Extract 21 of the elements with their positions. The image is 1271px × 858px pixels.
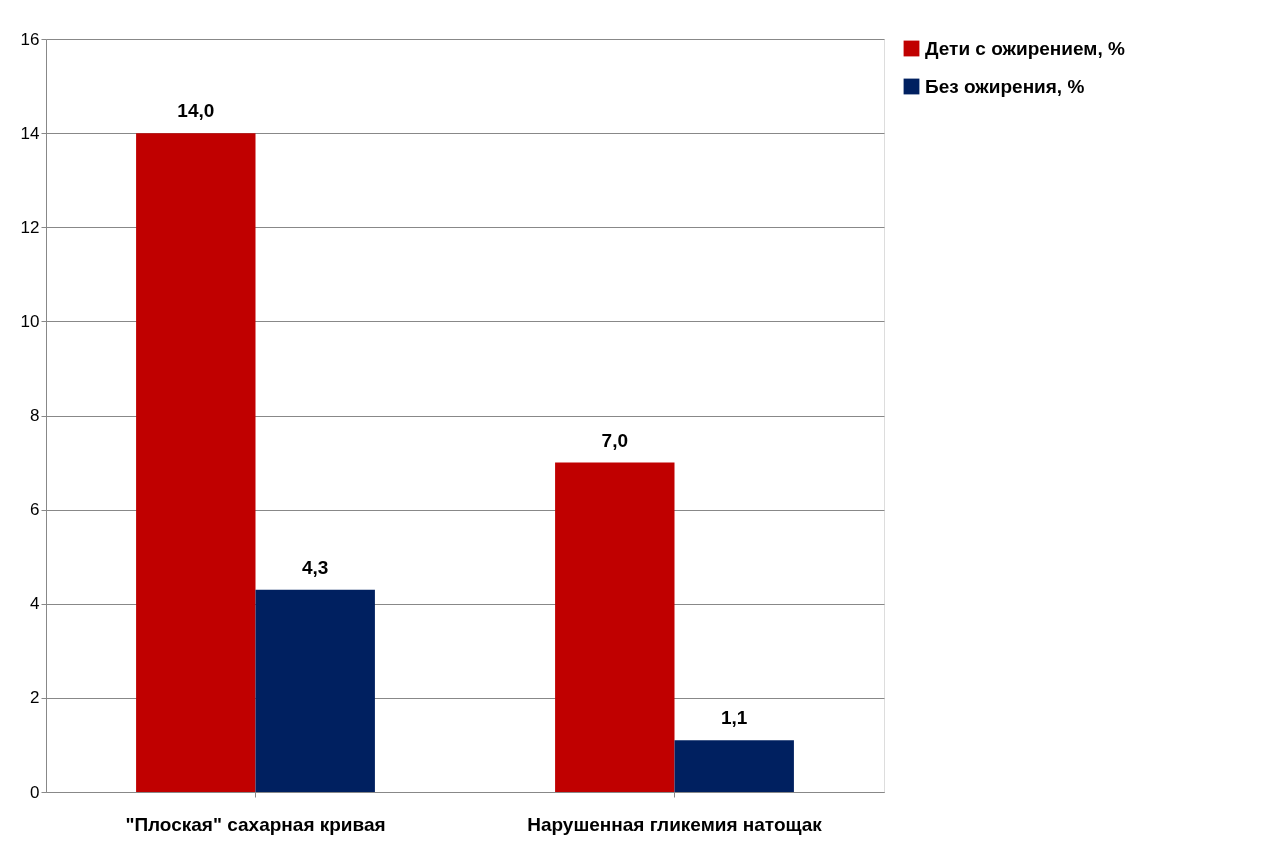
data-label: 7,0 (601, 429, 628, 451)
x-tick-label: "Плоская" сахарная кривая (125, 813, 386, 835)
data-label: 1,1 (721, 707, 748, 729)
legend-label: Без ожирения, % (925, 75, 1085, 97)
y-tick-label: 0 (30, 782, 40, 802)
legend-label: Дети с ожирением, % (925, 37, 1125, 59)
data-label: 4,3 (302, 556, 329, 578)
bar (674, 740, 794, 792)
y-tick-label: 16 (20, 29, 40, 49)
bar (555, 462, 675, 792)
y-tick-label: 4 (30, 594, 40, 614)
bar (255, 589, 375, 792)
y-tick-label: 2 (30, 688, 40, 708)
x-tick-label: Нарушенная гликемия натощак (527, 813, 823, 835)
y-tick-label: 6 (30, 500, 40, 520)
bar (136, 133, 256, 792)
data-label: 14,0 (177, 100, 215, 122)
y-tick-label: 12 (20, 217, 40, 237)
y-tick-label: 14 (20, 123, 40, 143)
y-tick-label: 8 (30, 406, 40, 425)
y-tick-label: 10 (20, 311, 40, 331)
